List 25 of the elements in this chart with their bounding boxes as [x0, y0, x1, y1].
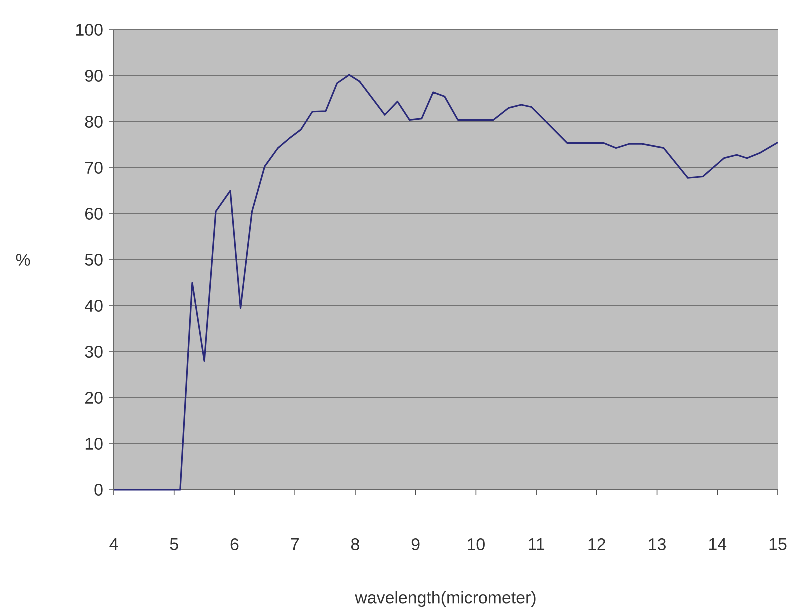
y-tick-label: 30 [85, 346, 103, 358]
x-tick-label: 10 [468, 538, 485, 550]
y-tick-label: 90 [85, 70, 103, 82]
x-tick-label: 9 [412, 538, 420, 550]
y-tick-label: 80 [85, 116, 103, 128]
y-axis-title: % [16, 254, 30, 266]
x-tick-label: 7 [291, 538, 299, 550]
y-tick-label: 40 [85, 300, 103, 312]
x-tick-label: 14 [710, 538, 727, 550]
x-tick-label: 11 [529, 538, 545, 550]
x-tick-label: 5 [170, 538, 178, 550]
y-tick-label: 60 [86, 208, 103, 220]
y-tick-label: 20 [86, 392, 103, 404]
x-tick-label: 6 [230, 538, 239, 550]
x-tick-label: 12 [588, 538, 606, 550]
y-tick-label: 70 [86, 162, 103, 174]
x-tick-label: 8 [351, 538, 360, 550]
x-tick-label: 4 [110, 538, 118, 550]
y-tick-label: 100 [76, 24, 103, 36]
y-tick-label: 0 [94, 484, 103, 496]
x-axis-title: wavelength(micrometer) [355, 591, 536, 607]
x-tick-label: 15 [770, 538, 787, 550]
x-tick-label: 13 [649, 538, 666, 550]
y-tick-label: 50 [85, 254, 103, 266]
y-tick-label: 10 [86, 438, 103, 450]
